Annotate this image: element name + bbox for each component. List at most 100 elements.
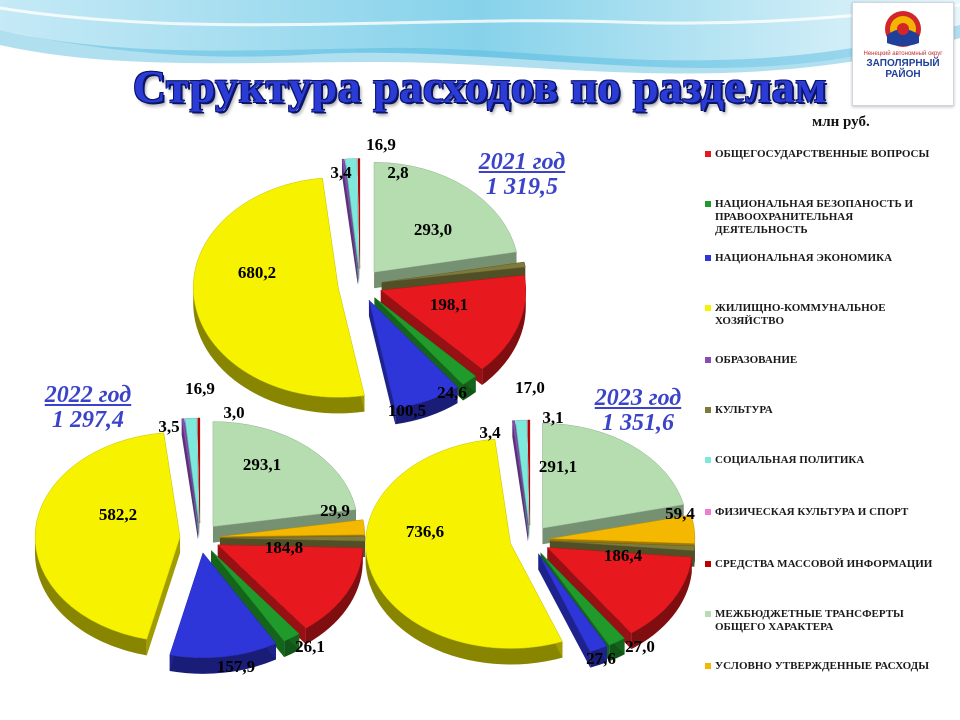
pie-slice-wall: [512, 420, 528, 542]
slice-value-label: 582,2: [99, 505, 137, 524]
legend-label: ФИЗИЧЕСКАЯ КУЛЬТУРА И СПОРТ: [715, 506, 909, 518]
legend-swatch: [705, 611, 711, 617]
slice-value-label: 198,1: [430, 295, 468, 314]
slice-value-label: 3,4: [479, 423, 501, 442]
slice-value-label: 3,1: [542, 408, 563, 427]
pie-slice: [380, 274, 527, 370]
legend-label: КУЛЬТУРА: [715, 404, 773, 416]
logo-small-text: Ненецкий автономный округ: [863, 51, 943, 57]
slice-value-label: 27,0: [625, 637, 655, 656]
pie-slice: [373, 162, 517, 273]
legend-swatch: [705, 509, 711, 515]
pie-slice-wall: [181, 418, 198, 540]
legend-label: СРЕДСТВА МАССОВОЙ ИНФОРМАЦИИ: [715, 558, 933, 570]
pie-chart-3: 291,1 59,4 186,4 27,0 27,6 736,6 3,4 17,0 3,1: [365, 378, 696, 668]
slice-value-label: 186,4: [604, 546, 643, 565]
pie-slice: [549, 514, 696, 544]
year-2023: 2023 год: [594, 385, 682, 411]
slice-value-label: 100,5: [388, 401, 426, 420]
pie-slice: [212, 421, 357, 527]
pie-slice: [219, 519, 366, 537]
year-2021: 2021 год: [478, 149, 566, 175]
pie-slice: [357, 158, 361, 269]
pie-slice-wall: [368, 300, 396, 425]
legend-swatch: [705, 561, 711, 567]
legend-label: СОЦИАЛЬНАЯ ПОЛИТИКА: [715, 454, 865, 466]
legend-swatch: [705, 305, 711, 311]
district-logo: Ненецкий автономный округ ЗАПОЛЯРНЫЙ РАЙ…: [852, 2, 954, 106]
slice-value-label: 680,2: [238, 263, 276, 282]
pie-slice: [193, 177, 365, 398]
logo-name-line2: РАЙОН: [885, 69, 921, 80]
pie-slice-side: [631, 557, 692, 650]
pie-slice-side: [395, 387, 458, 425]
year-label-2022: 2022 год 1 297,4: [28, 383, 148, 433]
pie-slice: [345, 158, 360, 269]
pie-tops: [193, 158, 527, 409]
pie-chart-2: 293,1 29,9 184,8 26,1 157,9 582,2 3,5 16,9 3,0: [34, 379, 366, 676]
slice-value-label: 157,9: [217, 657, 255, 676]
legend-swatch: [705, 663, 711, 669]
slice-value-label: 2,8: [387, 163, 408, 182]
pie-slice-wall: [211, 550, 285, 658]
slice-value-label: 291,1: [539, 457, 577, 476]
pie-slice: [540, 552, 625, 646]
pie-slice-side: [482, 290, 526, 386]
logo-emblem-icon: [885, 11, 921, 47]
pie-slice: [368, 299, 458, 409]
legend-swatch: [705, 407, 711, 413]
legend-swatch: [705, 255, 711, 261]
pie-slice: [374, 297, 477, 385]
slice-value-label: 29,9: [320, 501, 350, 520]
slice-value-label: 293,1: [243, 455, 281, 474]
pie-slice: [341, 158, 359, 269]
total-2023: 1 351,6: [602, 410, 674, 436]
pie-slice-side: [193, 287, 365, 414]
pie-slice: [184, 417, 200, 524]
legend-label: УСЛОВНО УТВЕРЖДЕННЫЕ РАСХОДЫ: [715, 660, 930, 672]
logo-name-line1: ЗАПОЛЯРНЫЙ: [866, 58, 940, 69]
year-label-2023: 2023 год 1 351,6: [578, 386, 698, 436]
slice-value-label: 736,6: [406, 522, 444, 541]
pie-slice: [542, 423, 685, 529]
slice-value-label: 17,0: [515, 378, 545, 397]
slice-value-label: 184,8: [265, 538, 303, 557]
pie-slice: [549, 540, 696, 552]
slice-value-label: 16,9: [185, 379, 215, 398]
pie-slice: [381, 261, 526, 283]
slice-value-label: 3,5: [158, 417, 179, 436]
pie-slice-wall: [538, 553, 591, 668]
pie-slice: [197, 417, 201, 524]
pie-slice: [34, 432, 181, 640]
slice-value-label: 16,9: [366, 135, 396, 154]
pie-slice: [219, 535, 366, 542]
legend-swatch: [705, 151, 711, 157]
total-2022: 1 297,4: [52, 407, 124, 433]
legend-label: ОБРАЗОВАНИЕ: [715, 354, 798, 366]
legend-label: МЕЖБЮДЖЕТНЫЕ ТРАНСФЕРТЫ ОБЩЕГО ХАРАКТЕРА: [715, 608, 904, 633]
legend-label: ЖИЛИЩНО-КОММУНАЛЬНОЕ ХОЗЯЙСТВО: [715, 302, 886, 327]
pie-slice-side: [35, 537, 147, 656]
unit-label: млн руб.: [812, 114, 870, 130]
pie-slice: [546, 547, 692, 634]
legend-label: НАЦИОНАЛЬНАЯ ЭКОНОМИКА: [715, 252, 893, 264]
page-title: Структура расходов по разделам: [132, 61, 828, 112]
slice-value-label: 26,1: [295, 637, 325, 656]
slice-value-label: 59,4: [665, 504, 695, 523]
pie-slice: [515, 419, 530, 526]
pie-slice: [217, 544, 363, 629]
legend-swatch: [705, 201, 711, 207]
pie-slice: [181, 418, 199, 524]
pie-slice-wall: [146, 537, 181, 656]
pie-tops: [34, 417, 366, 659]
pie-slice: [169, 552, 277, 659]
pie-slice-side: [305, 547, 363, 645]
legend-swatch: [705, 357, 711, 363]
legend-swatch: [705, 457, 711, 463]
slice-value-label: 24,6: [437, 383, 467, 402]
slice-value-label: 3,4: [330, 163, 352, 182]
slice-value-label: 27,6: [586, 649, 616, 668]
legend-label: ОБЩЕГОСУДАРСТВЕННЫЕ ВОПРОСЫ: [715, 148, 930, 160]
year-2022: 2022 год: [44, 382, 132, 408]
